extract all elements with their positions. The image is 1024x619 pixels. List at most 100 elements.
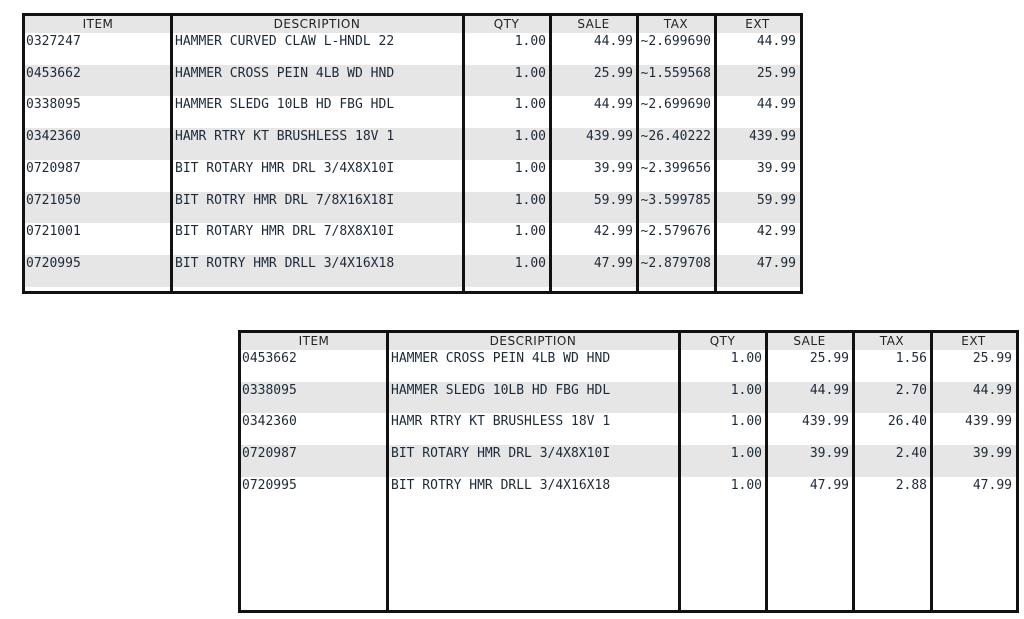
column-header-tax: TAX bbox=[879, 334, 905, 348]
cell-item: 0453662 bbox=[242, 351, 297, 366]
cell-item: 0342360 bbox=[242, 414, 297, 430]
cell-description: HAMMER CURVED CLAW L-HNDL 22 bbox=[175, 34, 395, 49]
table-row: 0338095 HAMMER SLEDG 10LB HD FBG HDL 1.00 4… bbox=[25, 96, 800, 128]
cell-ext: 44.99 bbox=[972, 382, 1012, 398]
cell-tax: ~2.699690 bbox=[640, 34, 711, 49]
cell-ext: 47.99 bbox=[972, 477, 1012, 493]
table-row: 0342360 HAMR RTRY KT BRUSHLESS 18V 1 1.00 4… bbox=[25, 128, 800, 160]
cell-ext: 44.99 bbox=[756, 34, 796, 49]
cell-qty: 1.00 bbox=[514, 65, 546, 81]
cell-sale: 439.99 bbox=[586, 129, 633, 145]
column-header-ext: EXT bbox=[745, 17, 770, 31]
cell-item: 0327247 bbox=[26, 34, 81, 49]
cell-ext: 59.99 bbox=[756, 192, 796, 208]
cell-tax: ~2.399656 bbox=[640, 160, 711, 176]
cell-ext: 39.99 bbox=[972, 446, 1012, 462]
cell-sale: 42.99 bbox=[593, 224, 633, 240]
column-divider bbox=[170, 16, 173, 291]
table-row: 0721050 BIT ROTRY HMR DRL 7/8X16X18I 1.00 5… bbox=[25, 191, 800, 224]
cell-description: HAMMER SLEDG 10LB HD FBG HDL bbox=[391, 382, 611, 398]
cell-description: HAMMER CROSS PEIN 4LB WD HND bbox=[391, 351, 611, 366]
cell-qty: 1.00 bbox=[514, 255, 546, 271]
table-row: 0327247 HAMMER CURVED CLAW L-HNDL 22 1.00 4… bbox=[25, 33, 800, 65]
cell-item: 0720987 bbox=[26, 160, 81, 176]
header-row: ITEM DESCRIPTION QTY SALE TAX EXT bbox=[25, 16, 800, 33]
cell-tax: 26.40 bbox=[887, 414, 927, 430]
column-divider bbox=[678, 333, 681, 610]
cell-ext: 44.99 bbox=[756, 97, 796, 113]
column-header-qty: QTY bbox=[493, 17, 520, 31]
cell-qty: 1.00 bbox=[514, 160, 546, 176]
column-header-sale: SALE bbox=[793, 334, 826, 348]
table-row: 0338095 HAMMER SLEDG 10LB HD FBG HDL 1.00 4… bbox=[241, 381, 1016, 414]
cell-ext: 439.99 bbox=[965, 414, 1012, 430]
cell-item: 0721001 bbox=[26, 224, 81, 240]
cell-sale: 44.99 bbox=[809, 382, 849, 398]
cell-item: 0720987 bbox=[242, 446, 297, 462]
cell-ext: 25.99 bbox=[972, 351, 1012, 366]
cell-qty: 1.00 bbox=[730, 446, 762, 462]
cell-item: 0721050 bbox=[26, 192, 81, 208]
cell-sale: 25.99 bbox=[809, 351, 849, 366]
cell-tax: ~3.599785 bbox=[640, 192, 711, 208]
cell-description: BIT ROTRY HMR DRL 7/8X16X18I bbox=[175, 192, 395, 208]
cell-description: HAMR RTRY KT BRUSHLESS 18V 1 bbox=[175, 129, 395, 145]
table-row: 0453662 HAMMER CROSS PEIN 4LB WD HND 1.00 2… bbox=[25, 64, 800, 97]
cell-ext: 439.99 bbox=[749, 129, 796, 145]
cell-sale: 47.99 bbox=[593, 255, 633, 271]
cell-tax: ~2.579676 bbox=[640, 224, 711, 240]
cell-sale: 439.99 bbox=[802, 414, 849, 430]
cell-qty: 1.00 bbox=[514, 129, 546, 145]
column-header-item: ITEM bbox=[82, 17, 114, 31]
table-row: 0453662 HAMMER CROSS PEIN 4LB WD HND 1.00 2… bbox=[241, 350, 1016, 382]
cell-tax: ~26.40222 bbox=[640, 129, 711, 145]
cell-sale: 39.99 bbox=[593, 160, 633, 176]
column-header-tax: TAX bbox=[663, 17, 689, 31]
cell-qty: 1.00 bbox=[514, 192, 546, 208]
cell-item: 0338095 bbox=[242, 382, 297, 398]
column-divider bbox=[765, 333, 768, 610]
cell-qty: 1.00 bbox=[730, 382, 762, 398]
table-row: 0721001 BIT ROTARY HMR DRL 7/8X8X10I 1.00 4… bbox=[25, 223, 800, 255]
cell-description: BIT ROTRY HMR DRLL 3/4X16X18 bbox=[391, 477, 611, 493]
cell-sale: 44.99 bbox=[593, 34, 633, 49]
column-header-description: DESCRIPTION bbox=[489, 334, 577, 348]
cell-description: BIT ROTARY HMR DRL 3/4X8X10I bbox=[391, 446, 611, 462]
cell-tax: 1.56 bbox=[895, 351, 927, 366]
cell-item: 0342360 bbox=[26, 129, 81, 145]
column-header-ext: EXT bbox=[961, 334, 986, 348]
cell-description: HAMR RTRY KT BRUSHLESS 18V 1 bbox=[391, 414, 611, 430]
cell-qty: 1.00 bbox=[514, 224, 546, 240]
cell-sale: 44.99 bbox=[593, 97, 633, 113]
cell-item: 0453662 bbox=[26, 65, 81, 81]
cell-tax: ~2.879708 bbox=[640, 255, 711, 271]
cell-ext: 39.99 bbox=[756, 160, 796, 176]
cell-ext: 47.99 bbox=[756, 255, 796, 271]
cell-item: 0338095 bbox=[26, 97, 81, 113]
cell-ext: 25.99 bbox=[756, 65, 796, 81]
cell-tax: ~1.559568 bbox=[640, 65, 711, 81]
receipt-table-original: ITEM DESCRIPTION QTY SALE TAX EXT 0327247 HAMME… bbox=[22, 13, 803, 294]
cell-description: BIT ROTARY HMR DRL 7/8X8X10I bbox=[175, 224, 395, 240]
cell-item: 0720995 bbox=[26, 255, 81, 271]
cell-description: BIT ROTRY HMR DRLL 3/4X16X18 bbox=[175, 255, 395, 271]
table-row: 0720987 BIT ROTARY HMR DRL 3/4X8X10I 1.00 3… bbox=[241, 445, 1016, 477]
cell-sale: 59.99 bbox=[593, 192, 633, 208]
cell-sale: 47.99 bbox=[809, 477, 849, 493]
cell-ext: 42.99 bbox=[756, 224, 796, 240]
cell-sale: 25.99 bbox=[593, 65, 633, 81]
cell-tax: 2.40 bbox=[895, 446, 927, 462]
cell-description: HAMMER CROSS PEIN 4LB WD HND bbox=[175, 65, 395, 81]
cell-item: 0720995 bbox=[242, 477, 297, 493]
cell-description: BIT ROTARY HMR DRL 3/4X8X10I bbox=[175, 160, 395, 176]
cell-description: HAMMER SLEDG 10LB HD FBG HDL bbox=[175, 97, 395, 113]
receipt-table-rounded: ITEM DESCRIPTION QTY SALE TAX EXT 0453662 HAMME… bbox=[238, 330, 1019, 613]
table-row: 0720987 BIT ROTARY HMR DRL 3/4X8X10I 1.00 3… bbox=[25, 160, 800, 192]
cell-sale: 39.99 bbox=[809, 446, 849, 462]
header-row: ITEM DESCRIPTION QTY SALE TAX EXT bbox=[241, 333, 1016, 350]
column-divider bbox=[462, 16, 465, 291]
cell-qty: 1.00 bbox=[730, 414, 762, 430]
column-divider bbox=[852, 333, 855, 610]
column-header-item: ITEM bbox=[298, 334, 330, 348]
column-header-qty: QTY bbox=[709, 334, 736, 348]
